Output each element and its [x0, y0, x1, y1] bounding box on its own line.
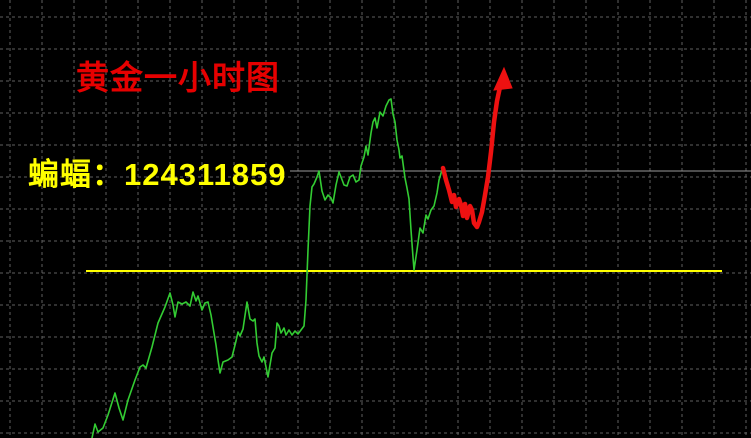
forecast-arrow-head-icon: [493, 66, 513, 91]
gold-price-series-line: [91, 98, 443, 438]
chart-title: 黄金一小时图: [76, 58, 280, 97]
forecast-arrow-shaft: [440, 75, 506, 230]
watermark-label: 蝙蝠：124311859: [28, 157, 287, 192]
